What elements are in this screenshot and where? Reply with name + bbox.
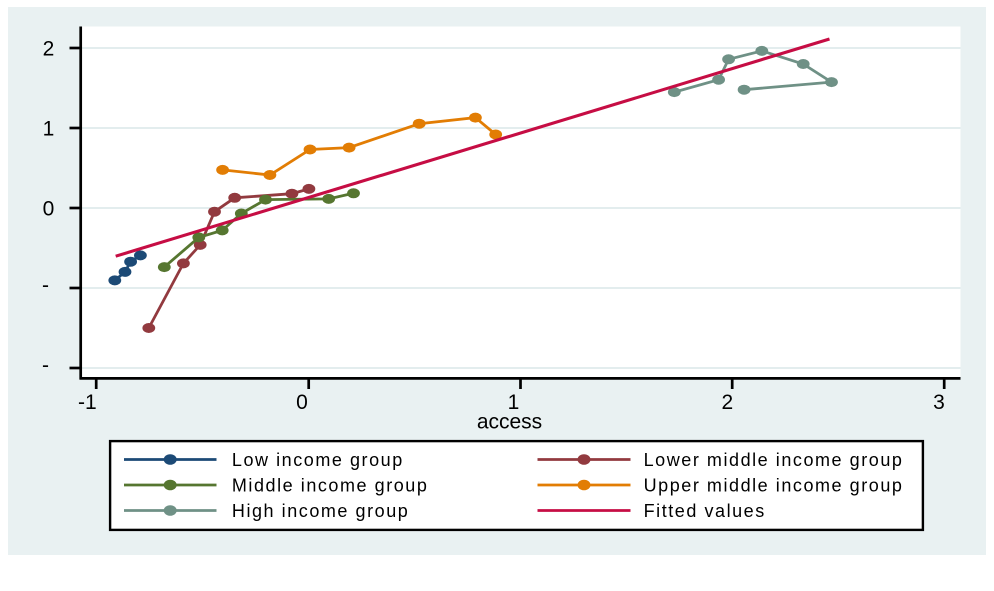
svg-text:1: 1	[508, 391, 520, 414]
svg-text:access: access	[477, 411, 542, 434]
svg-text:2: 2	[722, 391, 734, 414]
svg-text:Upper middle income group: Upper middle income group	[644, 476, 904, 496]
svg-text:1: 1	[43, 117, 55, 140]
svg-text:-: -	[42, 354, 49, 377]
svg-text:0: 0	[43, 197, 55, 220]
svg-text:0: 0	[296, 391, 308, 414]
svg-text:Lower middle income group: Lower middle income group	[644, 450, 904, 470]
svg-text:High income group: High income group	[232, 501, 409, 521]
svg-text:-: -	[42, 274, 49, 297]
svg-text:3: 3	[933, 391, 945, 414]
svg-text:2: 2	[43, 37, 55, 60]
svg-text:-1: -1	[78, 391, 97, 414]
svg-text:Middle income group: Middle income group	[232, 476, 429, 496]
svg-text:Fitted values: Fitted values	[644, 501, 766, 521]
svg-text:Low income group: Low income group	[232, 450, 404, 470]
